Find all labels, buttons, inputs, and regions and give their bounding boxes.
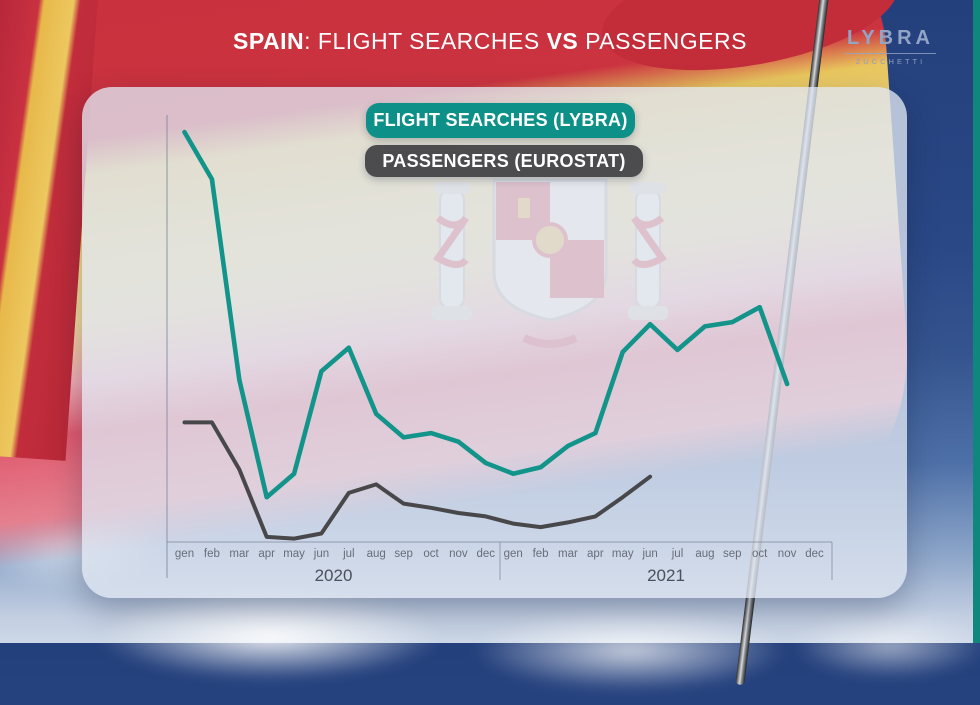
month-label: jun bbox=[313, 548, 329, 560]
month-label: apr bbox=[258, 548, 275, 560]
month-label: feb bbox=[204, 548, 220, 560]
title-separator: : FLIGHT SEARCHES bbox=[304, 28, 547, 54]
month-label: apr bbox=[587, 548, 604, 560]
month-label: may bbox=[612, 548, 634, 560]
month-label: dec bbox=[805, 548, 824, 560]
lybra-logo: LYBRA ZUCCHETTI bbox=[844, 27, 936, 66]
passengers-line bbox=[182, 420, 653, 541]
month-label: jun bbox=[641, 548, 657, 560]
month-label: gen bbox=[504, 548, 523, 560]
month-label: mar bbox=[229, 548, 249, 560]
teal-edge-strip bbox=[973, 0, 980, 643]
month-label: jul bbox=[342, 548, 355, 560]
month-label: oct bbox=[752, 548, 768, 560]
page-title: SPAIN: FLIGHT SEARCHES VS PASSENGERS bbox=[0, 28, 980, 55]
title-rest: PASSENGERS bbox=[578, 28, 747, 54]
month-label: oct bbox=[423, 548, 439, 560]
chart-canvas: gen feb mar apr may jun jul aug sep oct nov dec gen f… bbox=[166, 115, 833, 585]
legend-flight-searches-button[interactable]: FLIGHT SEARCHES (LYBRA) bbox=[366, 103, 635, 138]
month-label: nov bbox=[449, 548, 468, 560]
year-label: 2021 bbox=[647, 566, 685, 585]
month-label: nov bbox=[778, 548, 797, 560]
month-label: may bbox=[283, 548, 305, 560]
legend-passengers-button[interactable]: PASSENGERS (EUROSTAT) bbox=[365, 145, 643, 177]
year-label: 2020 bbox=[315, 566, 353, 585]
month-label: sep bbox=[394, 548, 413, 560]
month-label: mar bbox=[558, 548, 578, 560]
month-label: feb bbox=[533, 548, 549, 560]
flight-searches-line bbox=[182, 129, 790, 500]
month-label: gen bbox=[175, 548, 194, 560]
title-vs: VS bbox=[546, 28, 579, 54]
month-label: sep bbox=[723, 548, 742, 560]
lybra-logo-brand: LYBRA bbox=[844, 27, 936, 54]
lybra-logo-subbrand: ZUCCHETTI bbox=[855, 57, 926, 66]
month-label: aug bbox=[695, 548, 714, 560]
month-label: aug bbox=[367, 548, 386, 560]
month-label: dec bbox=[477, 548, 496, 560]
month-label: jul bbox=[671, 548, 684, 560]
title-country: SPAIN bbox=[233, 28, 305, 54]
